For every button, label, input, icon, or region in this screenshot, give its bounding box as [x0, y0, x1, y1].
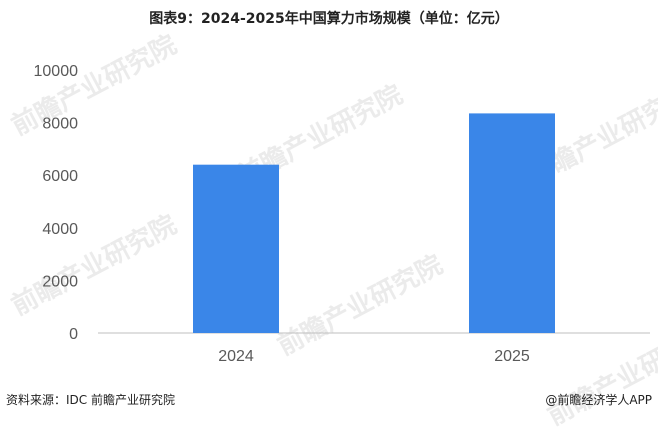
y-tick-label: 10000 — [34, 63, 79, 80]
credit-note: @前瞻经济学人APP — [545, 393, 652, 407]
bar-2025 — [469, 113, 555, 334]
y-tick-label: 6000 — [42, 168, 78, 185]
bar-chart: 0 2000 4000 6000 8000 10000 2024 2025 — [34, 63, 650, 365]
y-tick-label: 0 — [69, 326, 78, 343]
y-tick-label: 2000 — [42, 273, 78, 290]
y-tick-label: 8000 — [42, 116, 78, 133]
chart-title: 图表9：2024-2025年中国算力市场规模（单位：亿元） — [149, 11, 509, 27]
x-tick-label: 2025 — [494, 348, 530, 365]
y-tick-label: 4000 — [42, 221, 78, 238]
bar-2024 — [193, 164, 279, 333]
source-note: 资料来源：IDC 前瞻产业研究院 — [6, 393, 175, 407]
x-tick-label: 2024 — [218, 348, 254, 365]
